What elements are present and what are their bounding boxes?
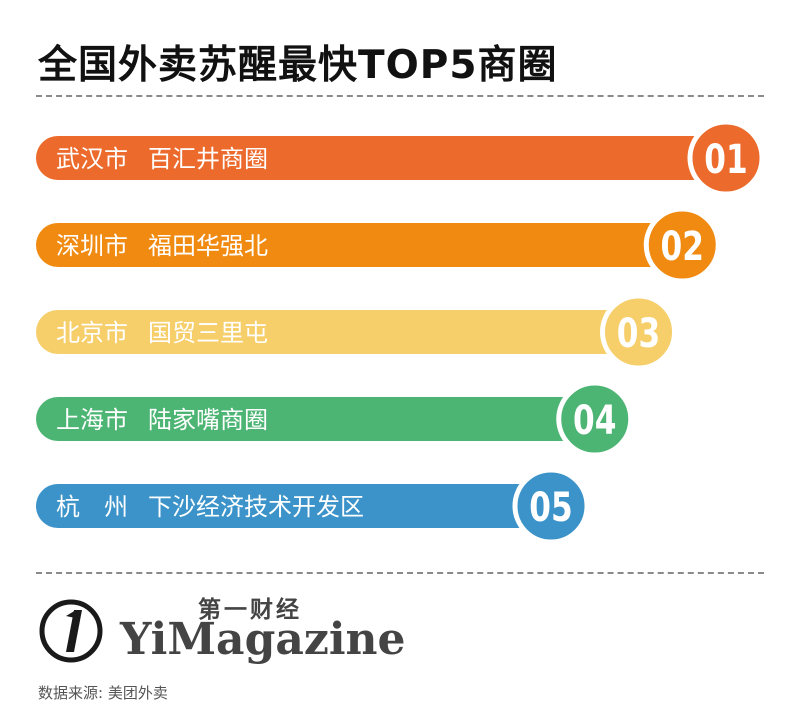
bar-area-label: 百汇井商圈	[148, 145, 268, 173]
rank-number: 03	[617, 311, 660, 357]
rank-number: 05	[529, 485, 572, 531]
bar-area-label: 陆家嘴商圈	[148, 406, 268, 434]
bar-05	[36, 484, 551, 528]
bar-city-label: 上海市	[56, 406, 128, 434]
bar-city-label: 北京市	[56, 319, 128, 347]
bar-city-label: 杭 州	[56, 493, 128, 521]
yicai-logo-icon	[39, 599, 103, 663]
rank-number: 04	[573, 398, 616, 444]
bar-02	[36, 223, 683, 267]
brand-chinese: 第一财经	[198, 597, 302, 623]
rank-badge-03	[600, 293, 677, 371]
page-title: 全国外卖苏醒最快TOP5商圈	[38, 43, 558, 88]
bar-area-label: 下沙经济技术开发区	[148, 493, 364, 521]
bar-area-label: 国贸三里屯	[148, 319, 268, 347]
bar-city-label: 深圳市	[56, 232, 128, 260]
bar-01	[36, 136, 726, 180]
brand-english: YiMagazine	[120, 614, 406, 665]
data-source: 数据来源: 美团外卖	[38, 684, 168, 702]
rank-number: 02	[661, 224, 704, 270]
top-divider	[36, 95, 764, 97]
bar-area-label: 福田华强北	[148, 232, 268, 260]
bar-row-02: 深圳市 福田华强北 02	[36, 206, 721, 284]
bar-row-04: 上海市 陆家嘴商圈 04	[36, 380, 634, 458]
bar-row-05: 杭 州下沙经济技术开发区 05	[36, 467, 590, 545]
bar-row-03: 北京市 国贸三里屯 03	[36, 293, 677, 371]
rank-badge-04	[556, 380, 634, 458]
rank-badge-01	[687, 119, 765, 197]
ranking-chart: 武汉市 百汇井商圈 01 深圳市 福田华强北 02 北京市 国贸三里屯 03 上海市 陆家嘴商圈 04…	[36, 119, 765, 545]
rank-number: 01	[704, 137, 747, 183]
bar-03	[36, 310, 639, 354]
bottom-divider	[36, 572, 764, 574]
bar-04	[36, 397, 595, 441]
bar-row-01: 武汉市 百汇井商圈 01	[36, 119, 765, 197]
rank-badge-02	[643, 206, 721, 284]
bar-city-label: 武汉市	[56, 145, 128, 173]
rank-badge-05	[512, 467, 590, 545]
